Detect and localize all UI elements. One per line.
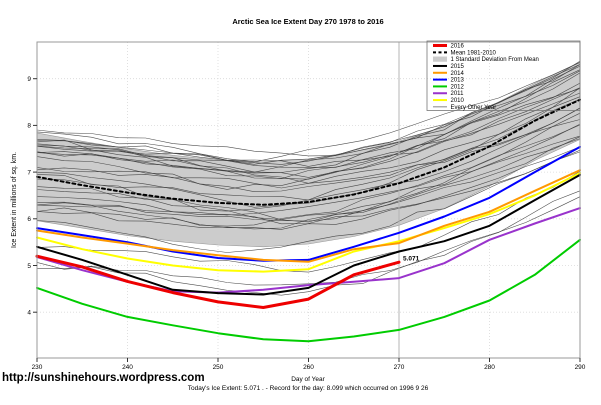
y-tick-label: 7 bbox=[27, 169, 31, 176]
other-year-line bbox=[36, 72, 581, 190]
series-line-2014 bbox=[36, 169, 581, 263]
series-line-2010 bbox=[36, 172, 581, 273]
other-year-line bbox=[36, 196, 581, 286]
other-year-line bbox=[36, 62, 581, 163]
legend-item-label: 2014 bbox=[451, 71, 465, 77]
series-line-2016 bbox=[35, 254, 401, 309]
other-year-line bbox=[36, 136, 581, 230]
other-year-line bbox=[36, 98, 581, 212]
caption-record-text: Today's Ice Extent: 5.071 . - Record for… bbox=[188, 385, 429, 392]
legend-item-label: Every Other Year bbox=[451, 105, 497, 111]
series-line-2015 bbox=[36, 173, 581, 296]
y-tick-label: 8 bbox=[27, 123, 31, 130]
other-year-line bbox=[36, 123, 581, 220]
legend-item-label: 1 Standard Deviation From Mean bbox=[451, 57, 539, 63]
legend-item-label: 2011 bbox=[451, 91, 465, 97]
other-year-line bbox=[36, 112, 581, 223]
legend-item-label: 2010 bbox=[451, 98, 465, 104]
legend-item-label: 2013 bbox=[451, 78, 465, 84]
chart-title: Arctic Sea Ice Extent Day 270 1978 to 20… bbox=[232, 17, 383, 26]
current-value-annotation: 5.071 bbox=[403, 256, 420, 263]
x-tick-label: 240 bbox=[122, 364, 133, 371]
legend-item-label: Mean 1981-2010 bbox=[451, 50, 497, 56]
other-year-line bbox=[36, 124, 581, 227]
x-axis-label: Day of Year bbox=[291, 376, 325, 383]
other-year-line bbox=[36, 151, 581, 253]
footer-url: http://sunshinehours.wordpress.com bbox=[2, 372, 205, 384]
x-tick-label: 260 bbox=[303, 364, 314, 371]
other-year-line bbox=[36, 69, 581, 168]
series-line-2012 bbox=[36, 238, 581, 343]
x-tick-label: 270 bbox=[394, 364, 405, 371]
x-tick-label: 290 bbox=[575, 364, 586, 371]
y-tick-label: 6 bbox=[27, 216, 31, 223]
y-axis-label: Ice Extent in millions of sq. km. bbox=[11, 152, 18, 248]
legend-item-label: 2015 bbox=[451, 64, 465, 70]
other-year-line bbox=[36, 149, 581, 225]
other-year-line bbox=[36, 64, 581, 165]
legend-box bbox=[426, 40, 581, 111]
other-years-layer bbox=[36, 60, 581, 296]
axes-layer: 230 240 250 260 270 280 290 4 5 6 7 8 9 bbox=[27, 41, 586, 371]
y-tick-label: 4 bbox=[27, 310, 31, 317]
other-year-line bbox=[37, 70, 581, 165]
other-year-line bbox=[36, 87, 581, 208]
y-tick-label: 9 bbox=[27, 76, 31, 83]
series-line-2013 bbox=[36, 145, 581, 262]
x-tick-label: 250 bbox=[213, 364, 224, 371]
other-year-line bbox=[36, 170, 581, 273]
other-year-line bbox=[36, 60, 581, 174]
other-year-line bbox=[36, 88, 581, 173]
legend-swatch-patch bbox=[433, 56, 447, 62]
other-year-line bbox=[36, 65, 581, 178]
x-tick-label: 280 bbox=[484, 364, 495, 371]
series-line-mean-1981-2010 bbox=[36, 98, 581, 206]
series-layer bbox=[35, 98, 581, 343]
other-year-line bbox=[36, 92, 581, 180]
y-tick-label: 5 bbox=[27, 263, 31, 270]
legend-item-label: 2016 bbox=[451, 44, 465, 50]
other-year-line bbox=[36, 64, 581, 157]
other-year-line bbox=[36, 135, 581, 216]
legend-item-label: 2012 bbox=[451, 84, 465, 90]
x-tick-label: 230 bbox=[32, 364, 43, 371]
other-year-line bbox=[36, 190, 581, 296]
